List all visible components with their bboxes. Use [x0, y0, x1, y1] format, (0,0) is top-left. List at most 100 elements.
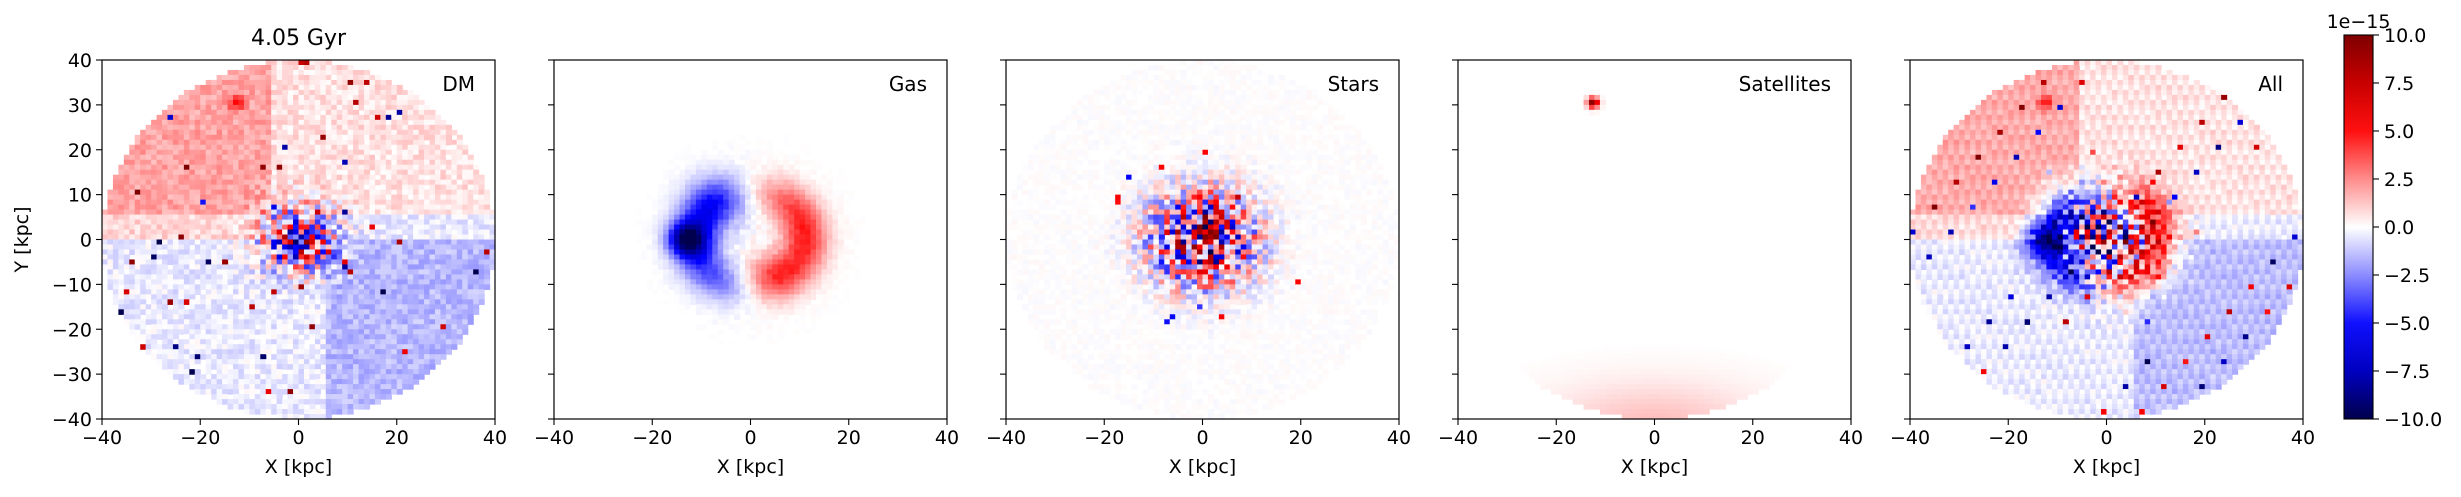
heatmap-cell [293, 369, 300, 375]
heatmap-cell [189, 109, 196, 116]
heatmap-cell [200, 224, 207, 231]
heatmap-cell [265, 99, 272, 106]
heatmap-cell [679, 269, 686, 276]
heatmap-cell [293, 404, 300, 410]
heatmap-cell [440, 139, 447, 146]
heatmap-cell [189, 259, 196, 266]
heatmap-cell [478, 239, 485, 246]
heatmap-cell [467, 244, 474, 251]
heatmap-cell [440, 354, 447, 360]
heatmap-cell [282, 289, 289, 295]
heatmap-cell [178, 269, 185, 276]
heatmap-cell [402, 289, 409, 295]
heatmap-cell [353, 164, 360, 171]
heatmap-cell [402, 184, 409, 191]
heatmap-cell [674, 209, 681, 216]
heatmap-cell [222, 244, 229, 251]
heatmap-cell [303, 129, 311, 136]
heatmap-cell [695, 304, 702, 310]
heatmap-cell [222, 299, 229, 305]
heatmap-cell [238, 299, 245, 305]
heatmap-cell [478, 294, 485, 300]
heatmap-cell [413, 204, 420, 211]
heatmap-cell [374, 369, 381, 375]
heatmap-cell [336, 189, 343, 196]
heatmap-cell [178, 254, 185, 261]
heatmap-cell [358, 104, 365, 111]
heatmap-cell [151, 304, 158, 310]
heatmap-cell [391, 144, 398, 151]
heatmap-cell [265, 109, 272, 116]
heatmap-cell [123, 244, 130, 251]
heatmap-cell [249, 409, 256, 415]
heatmap-cell [342, 229, 349, 236]
heatmap-cell [695, 289, 702, 295]
heatmap-cell [254, 199, 261, 206]
heatmap-cell [407, 299, 414, 305]
heatmap-cell [140, 319, 147, 325]
heatmap-cell [734, 214, 741, 221]
heatmap-cell [750, 189, 757, 196]
heatmap-cell [364, 324, 371, 330]
heatmap-cell [200, 209, 207, 216]
heatmap-cell [445, 269, 452, 276]
heatmap-cell [358, 279, 365, 285]
heatmap-cell [799, 189, 806, 196]
heatmap-cell [739, 304, 746, 310]
heatmap-cell [265, 144, 272, 151]
heatmap-cell [810, 319, 817, 325]
heatmap-cell [418, 159, 425, 166]
heatmap-cell [440, 299, 447, 305]
heatmap-cell [679, 259, 686, 266]
heatmap-cell [364, 264, 371, 271]
heatmap-cell [233, 134, 240, 141]
heatmap-cell [331, 94, 338, 101]
heatmap-cell [271, 189, 278, 196]
heatmap-cell [342, 364, 349, 370]
heatmap-cell [320, 214, 327, 221]
heatmap-cell [276, 259, 283, 266]
heatmap-cell [396, 84, 403, 91]
heatmap-cell [254, 104, 261, 111]
heatmap-cell [200, 94, 207, 101]
heatmap-cell [347, 194, 354, 201]
heatmap-cell [145, 149, 152, 156]
heatmap-cell [706, 224, 713, 231]
heatmap-cell [358, 189, 365, 196]
heatmap-cell [374, 229, 381, 236]
heatmap-cell [646, 284, 653, 290]
heatmap-cell [478, 209, 485, 216]
heatmap-cell [172, 224, 180, 231]
heatmap-cell [723, 284, 730, 290]
heatmap-cell [156, 274, 163, 280]
heatmap-cell [489, 229, 496, 236]
heatmap-cell [391, 134, 398, 141]
heatmap-cell [243, 69, 250, 76]
heatmap-cell [260, 259, 267, 266]
heatmap-cell [364, 204, 371, 211]
heatmap-cell [183, 309, 190, 315]
heatmap-cell [424, 279, 431, 285]
heatmap-cell [364, 184, 371, 191]
heatmap-cell [385, 314, 392, 320]
heatmap-cell [424, 274, 431, 280]
heatmap-cell [396, 104, 403, 111]
heatmap-cell [674, 174, 681, 181]
heatmap-cell [249, 104, 256, 111]
heatmap-cell [309, 234, 316, 241]
heatmap-cell [380, 164, 387, 171]
heatmap-cell [178, 109, 185, 116]
heatmap-cell [249, 74, 256, 81]
heatmap-cell [211, 254, 218, 261]
heatmap-cell [364, 349, 371, 355]
heatmap-cell [260, 99, 267, 106]
heatmap-cell [407, 174, 414, 181]
heatmap-cell [298, 409, 305, 415]
heatmap-cell [462, 234, 469, 241]
heatmap-cell [287, 189, 294, 196]
x-tick-label: 40 [483, 427, 507, 449]
heatmap-cell [331, 119, 338, 126]
heatmap-cell [440, 209, 447, 216]
heatmap-cell [489, 209, 496, 216]
heatmap-cell [309, 204, 316, 211]
